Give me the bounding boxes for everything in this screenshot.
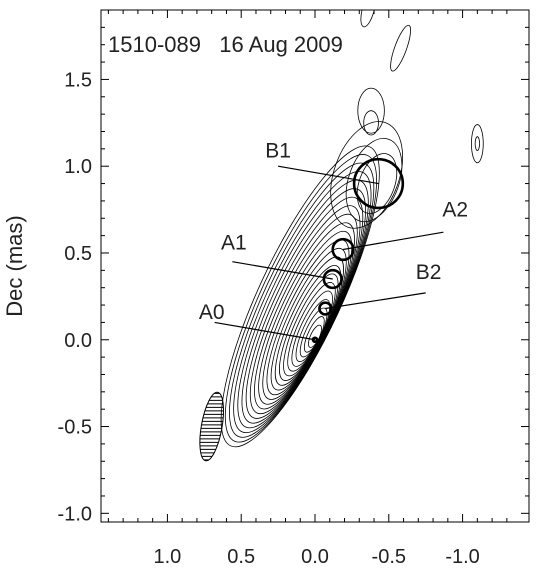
contour-lobe: [474, 136, 480, 151]
component-label-a1: A1: [221, 232, 247, 255]
component-label-b1: B1: [265, 140, 291, 163]
component-circle-a2: [331, 237, 355, 262]
component-leader-b2: [325, 292, 426, 310]
x-tick-label: 1.0: [154, 546, 182, 568]
component-circle-a1: [322, 268, 343, 290]
contour-lobe: [356, 153, 398, 214]
component-layer: A0 A1 B2 A2 B1: [199, 140, 468, 344]
contour-lobe: [390, 24, 411, 72]
x-tick-label: 0.0: [301, 546, 329, 568]
component-circle-b2: [318, 301, 333, 316]
y-tick-label: -1.0: [58, 503, 92, 525]
source-date-annotation: 1510-089 16 Aug 2009: [108, 32, 343, 57]
component-label-a2: A2: [442, 199, 468, 222]
y-tick-label: 0.5: [64, 243, 92, 265]
component-leader-a2: [342, 231, 444, 251]
component-leader-a1: [232, 261, 333, 280]
component-circle-b1: [352, 157, 405, 210]
x-tick-label: -1.0: [445, 546, 479, 568]
contour-lobe: [363, 110, 379, 136]
contour-layer: [220, 10, 484, 448]
x-tick-label: 0.5: [227, 546, 255, 568]
component-leader-a0: [214, 321, 316, 341]
beam-outline: [199, 391, 225, 462]
y-tick-label: -0.5: [58, 417, 92, 439]
y-tick-label: 1.0: [64, 156, 92, 178]
x-axis: 1.0 0.5 0.0 -0.5 -1.0: [107, 10, 508, 568]
contour-lobe: [357, 87, 385, 134]
component-leader-b1: [278, 165, 379, 185]
contour-lobe: [471, 124, 484, 164]
y-axis-label: Dec (mas): [2, 215, 27, 316]
contour-lobe: [330, 121, 403, 229]
component-label-a0: A0: [199, 301, 225, 324]
contour-lobe: [345, 138, 403, 223]
contour-level: [308, 324, 322, 348]
x-tick-label: -0.5: [372, 546, 406, 568]
y-axis: 1.5 1.0 0.5 0.0 -0.5 -1.0: [58, 26, 529, 525]
component-label-b2: B2: [416, 261, 442, 284]
y-tick-label: 1.5: [64, 69, 92, 91]
y-tick-label: 0.0: [64, 330, 92, 352]
plot-frame: [100, 9, 530, 523]
